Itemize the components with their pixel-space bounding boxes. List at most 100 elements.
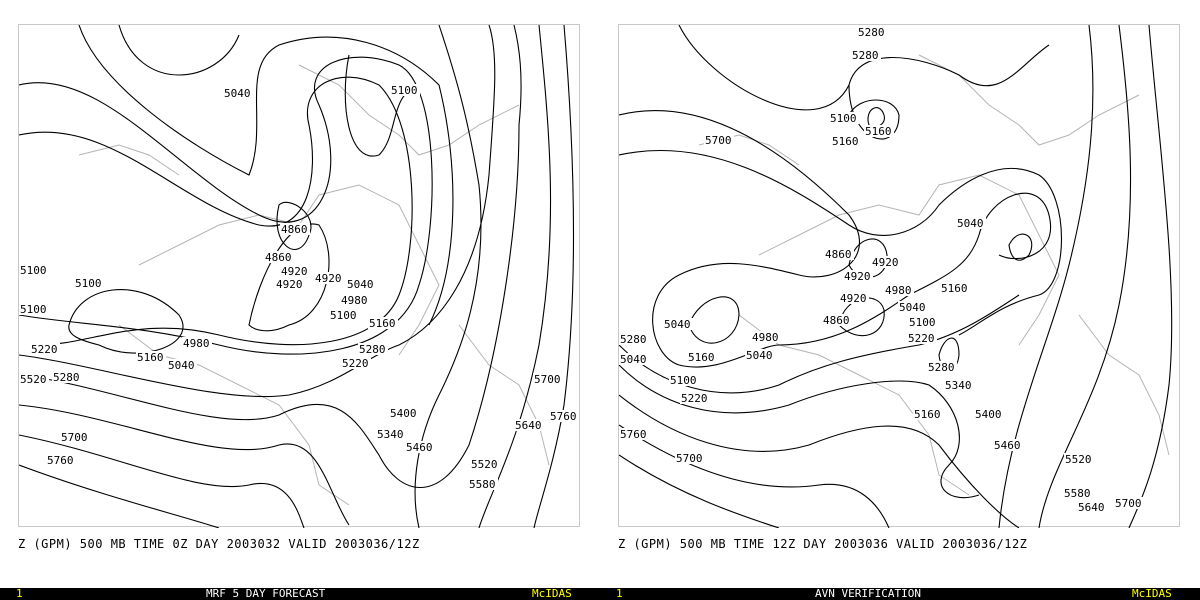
contour-label-bg <box>390 84 420 96</box>
contour-label-bg <box>368 317 398 329</box>
mcidas-logo: McIDAS <box>532 587 572 600</box>
contour-label: 5160 <box>832 135 859 148</box>
contour-label: 4860 <box>825 248 852 261</box>
contour-label-bg <box>907 332 937 344</box>
contour-label: 4980 <box>752 331 779 344</box>
frame-number: 1 <box>616 587 623 600</box>
contour-label-bg <box>182 337 212 349</box>
height-contour <box>68 289 184 354</box>
contour-label-bg <box>19 303 49 315</box>
contour-label: 4860 <box>265 251 292 264</box>
contour-label: 4920 <box>276 278 303 291</box>
contour-label: 5160 <box>369 317 396 330</box>
contour-label: 5100 <box>330 309 357 322</box>
contour-label: 5220 <box>908 332 935 345</box>
contour-label-bg <box>19 264 49 276</box>
contour-label: 5280 <box>620 333 647 346</box>
contour-label-bg <box>275 278 305 290</box>
contour-label-bg <box>74 277 104 289</box>
height-contour <box>19 25 496 398</box>
height-contour <box>344 54 420 157</box>
contour-label: 5280 <box>359 343 386 356</box>
contour-label-bg <box>927 361 957 373</box>
contour-label: 5040 <box>664 318 691 331</box>
contour-label: 5340 <box>377 428 404 441</box>
contour-label-bg <box>264 251 294 263</box>
contour-label-bg <box>280 265 310 277</box>
height-contour <box>19 404 350 526</box>
contour-label: 5040 <box>746 349 773 362</box>
contour-label-bg <box>839 292 869 304</box>
contour-label: 5100 <box>391 84 418 97</box>
contour-label-bg <box>824 248 854 260</box>
contour-label-bg <box>956 217 986 229</box>
contour-label-bg <box>1114 497 1144 509</box>
contour-label-bg <box>993 439 1023 451</box>
height-contour <box>619 364 980 499</box>
contour-label: 5640 <box>515 419 542 432</box>
contour-label: 5760 <box>550 410 577 423</box>
contour-label: 4920 <box>315 272 342 285</box>
contour-label-bg <box>52 371 82 383</box>
contour-label-bg <box>1063 487 1093 499</box>
contour-label: 5520 <box>471 458 498 471</box>
contour-label-bg <box>908 316 938 328</box>
contour-label-bg <box>680 392 710 404</box>
contour-label-bg <box>857 26 887 38</box>
contour-label-bg <box>619 333 649 345</box>
coastline <box>298 64 520 156</box>
height-contour <box>619 394 1020 528</box>
contour-label: 5460 <box>994 439 1021 452</box>
contour-label: 5160 <box>941 282 968 295</box>
height-contour <box>1128 25 1173 528</box>
contour-label-bg <box>745 349 775 361</box>
contour-label-bg <box>280 223 310 235</box>
frame-title: MRF 5 DAY FORECAST <box>206 587 326 600</box>
contour-label: 5580 <box>469 478 496 491</box>
contour-label: 5040 <box>224 87 251 100</box>
contour-label-bg <box>829 112 859 124</box>
contour-label-bg <box>940 282 970 294</box>
coastline <box>138 184 440 356</box>
contour-label: 4980 <box>885 284 912 297</box>
contour-label-bg <box>687 351 717 363</box>
contour-label-bg <box>405 441 435 453</box>
mrf-forecast-map: 5040 5100 4860 4860 4920 4920 4920 4980 5040 5100… <box>18 24 580 528</box>
contour-label-bg <box>851 49 881 61</box>
contour-label: 5760 <box>47 454 74 467</box>
contour-label: 5640 <box>1078 501 1105 514</box>
contour-label: 5700 <box>676 452 703 465</box>
height-contour <box>276 201 312 250</box>
height-contour <box>478 25 552 528</box>
contour-label: 5160 <box>914 408 941 421</box>
coastline <box>458 324 550 466</box>
contour-label: 5700 <box>1115 497 1142 510</box>
contour-label-bg <box>60 431 90 443</box>
contour-label: 5700 <box>705 134 732 147</box>
contour-label-bg <box>704 134 734 146</box>
contour-label: 5040 <box>957 217 984 230</box>
height-contour <box>1038 25 1132 528</box>
contour-label-bg <box>468 478 498 490</box>
contour-label: 5700 <box>534 373 561 386</box>
height-contour <box>619 454 780 528</box>
contour-label-bg <box>389 407 419 419</box>
contour-layer: 5280528057005100516051605040486049204920… <box>619 25 1173 528</box>
contour-label-bg <box>663 318 693 330</box>
contour-label: 5040 <box>168 359 195 372</box>
contour-label-bg <box>346 278 376 290</box>
contour-label-bg <box>944 379 974 391</box>
height-contour <box>838 297 885 337</box>
contour-label-bg <box>913 408 943 420</box>
contour-label: 5220 <box>31 343 58 356</box>
contour-label: 5100 <box>909 316 936 329</box>
height-contour <box>619 424 890 528</box>
contour-label-bg <box>884 284 914 296</box>
contour-label: 4920 <box>281 265 308 278</box>
contour-label-bg <box>358 343 388 355</box>
contour-label: 5280 <box>928 361 955 374</box>
contour-label: 4920 <box>844 270 871 283</box>
contour-label: 5100 <box>75 277 102 290</box>
contour-label-bg <box>19 373 49 385</box>
height-contour <box>19 56 433 355</box>
